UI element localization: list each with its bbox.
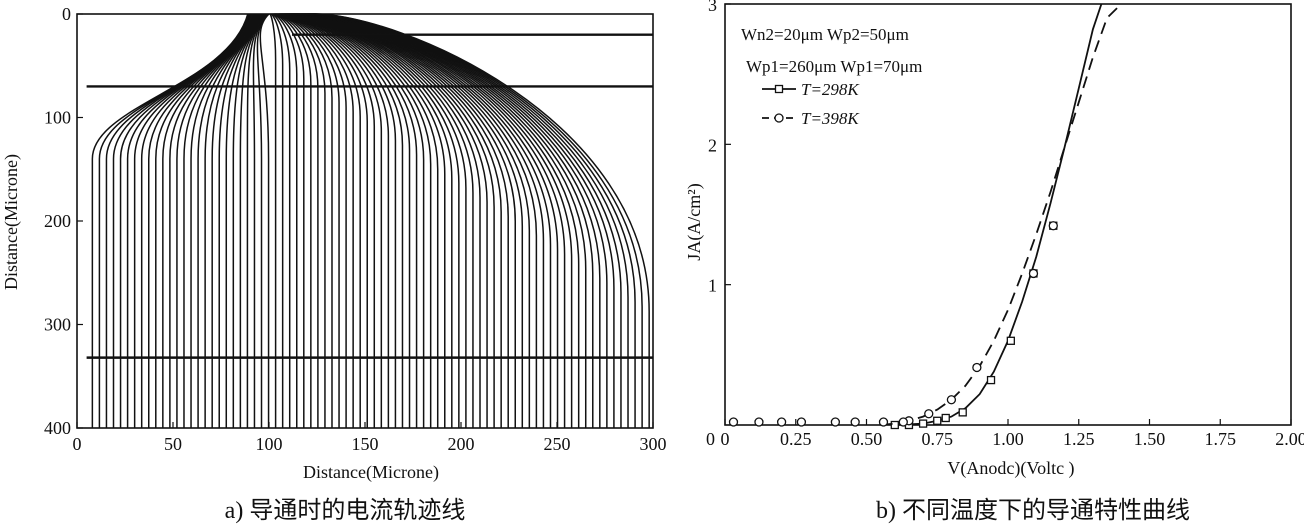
square-marker <box>918 419 928 428</box>
trajectory-line <box>273 13 312 428</box>
origin-label: 0 <box>706 429 715 449</box>
x-tick-label: 0 <box>73 434 82 454</box>
trajectory-line <box>273 13 305 428</box>
x-tick-label: 2.00 <box>1275 429 1304 449</box>
square-marker <box>890 420 899 430</box>
square-marker <box>986 375 996 385</box>
legend-label: T=298K <box>801 80 860 99</box>
x-tick-label: 0 <box>721 429 730 449</box>
trajectory-lines <box>91 13 650 428</box>
legend: T=298K T=398K <box>762 80 860 128</box>
circle-marker <box>1028 268 1039 279</box>
annotation-width-1: Wn2=20μm Wp2=50μm <box>741 25 909 44</box>
series-line <box>894 3 1103 426</box>
x-tick-label: 1.00 <box>992 429 1024 449</box>
trajectory-line <box>279 13 361 428</box>
square-marker <box>933 416 942 425</box>
y-axis-label: JA(A/cm²) <box>684 183 705 260</box>
y-tick-label: 200 <box>44 211 71 231</box>
trajectory-line <box>119 13 252 428</box>
trajectory-line <box>256 13 269 428</box>
x-tick-label: 1.25 <box>1063 429 1095 449</box>
circle-marker <box>1048 221 1058 231</box>
circle-marker <box>878 417 889 427</box>
circle-marker <box>776 417 787 427</box>
circle-marker <box>850 417 860 427</box>
y-tick-label: 1 <box>708 276 717 296</box>
x-tick-label: 1.50 <box>1134 429 1166 449</box>
circle-marker <box>946 395 957 405</box>
annotation-width-2: Wp1=260μm Wp1=70μm <box>746 57 922 76</box>
series-line <box>880 3 1122 426</box>
square-marker <box>1006 336 1015 345</box>
circle-marker <box>774 113 784 123</box>
x-tick-label: 0.75 <box>922 429 954 449</box>
x-ticks: 0 0.25 0.50 0.75 1.00 1.25 1.50 1.75 2.00 0 <box>706 419 1304 449</box>
series-group <box>728 3 1122 430</box>
y-tick-label: 3 <box>708 0 717 15</box>
x-ticks: 0 50 100 150 200 250 300 <box>73 422 667 454</box>
x-axis-label: Distance(Microne) <box>303 462 439 483</box>
junction-lines <box>86 33 653 359</box>
y-tick-label: 100 <box>44 108 71 128</box>
legend-label: T=398K <box>801 109 860 128</box>
trajectory-line <box>314 13 650 428</box>
x-tick-label: 150 <box>352 434 379 454</box>
x-tick-label: 50 <box>164 434 182 454</box>
y-ticks: 0 100 200 300 400 <box>44 4 83 438</box>
circle-marker <box>898 417 908 427</box>
x-tick-label: 1.75 <box>1205 429 1237 449</box>
circle-marker <box>924 409 934 419</box>
x-tick-label: 0.50 <box>851 429 883 449</box>
iv-chart: 0 0.25 0.50 0.75 1.00 1.25 1.50 1.75 2.00 0 1 2 3 W… <box>684 0 1304 524</box>
trajectory-line <box>252 13 268 428</box>
y-axis-label: Distance(Microne) <box>1 154 22 290</box>
x-tick-label: 0.25 <box>780 429 812 449</box>
trajectory-line <box>271 13 291 428</box>
y-tick-label: 400 <box>44 418 71 438</box>
trajectory-chart: 0 50 100 150 200 250 300 0 100 200 300 400 Distanc… <box>1 4 667 524</box>
caption-b: b) 不同温度下的导通特性曲线 <box>876 497 1190 524</box>
x-tick-label: 100 <box>256 434 283 454</box>
y-tick-label: 2 <box>708 135 717 155</box>
square-marker <box>941 413 950 423</box>
square-marker <box>958 408 967 417</box>
y-tick-label: 0 <box>62 4 71 24</box>
caption-a: a) 导通时的电流轨迹线 <box>225 497 466 524</box>
circle-marker <box>754 417 764 427</box>
x-tick-label: 200 <box>448 434 475 454</box>
circle-marker <box>796 417 807 427</box>
circle-marker <box>728 417 739 427</box>
trajectory-line <box>259 13 270 428</box>
circle-marker <box>830 417 841 427</box>
x-tick-label: 250 <box>544 434 571 454</box>
trajectory-line <box>270 13 284 428</box>
trajectory-line <box>284 13 397 428</box>
circle-marker <box>972 362 982 373</box>
square-marker <box>774 84 784 94</box>
trajectory-line <box>269 13 277 428</box>
x-tick-label: 300 <box>640 434 667 454</box>
x-axis-label: V(Anodc)(Voltc ) <box>947 458 1074 479</box>
y-ticks: 1 2 3 <box>708 0 731 296</box>
y-tick-label: 300 <box>44 315 71 335</box>
